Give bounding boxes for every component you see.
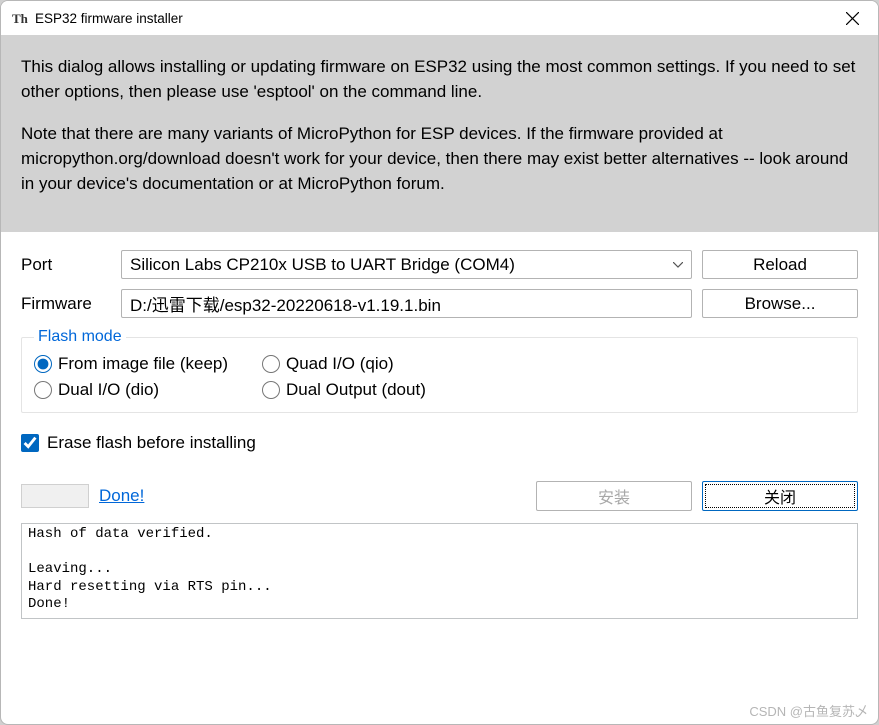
firmware-label: Firmware bbox=[21, 294, 111, 314]
flash-mode-radio-dout[interactable] bbox=[262, 381, 280, 399]
intro-paragraph-1: This dialog allows installing or updatin… bbox=[21, 55, 858, 104]
window-title: ESP32 firmware installer bbox=[35, 11, 830, 26]
firmware-path-input[interactable] bbox=[121, 289, 692, 318]
flash-mode-label: Dual I/O (dio) bbox=[58, 380, 159, 400]
log-output[interactable]: Hash of data verified. Leaving... Hard r… bbox=[21, 523, 858, 619]
erase-flash-checkbox[interactable] bbox=[21, 434, 39, 452]
flash-mode-group: Flash mode From image file (keep) Quad I… bbox=[21, 328, 858, 413]
flash-mode-option-dio[interactable]: Dual I/O (dio) bbox=[34, 380, 258, 400]
form-area: Port Silicon Labs CP210x USB to UART Bri… bbox=[1, 232, 878, 457]
flash-mode-grid: From image file (keep) Quad I/O (qio) Du… bbox=[34, 354, 845, 400]
port-select[interactable]: Silicon Labs CP210x USB to UART Bridge (… bbox=[121, 250, 692, 279]
svg-text:Th: Th bbox=[12, 11, 28, 26]
flash-mode-option-qio[interactable]: Quad I/O (qio) bbox=[262, 354, 462, 374]
port-label: Port bbox=[21, 255, 111, 275]
done-link[interactable]: Done! bbox=[99, 486, 144, 506]
action-row: Done! 安装 关闭 bbox=[1, 457, 878, 523]
flash-mode-label: Dual Output (dout) bbox=[286, 380, 426, 400]
flash-mode-radio-keep[interactable] bbox=[34, 355, 52, 373]
reload-button[interactable]: Reload bbox=[702, 250, 858, 279]
erase-flash-option[interactable]: Erase flash before installing bbox=[21, 419, 858, 457]
flash-mode-label: From image file (keep) bbox=[58, 354, 228, 374]
flash-mode-radio-qio[interactable] bbox=[262, 355, 280, 373]
close-dialog-button[interactable]: 关闭 bbox=[702, 481, 858, 511]
flash-mode-legend: Flash mode bbox=[34, 328, 126, 346]
flash-mode-label: Quad I/O (qio) bbox=[286, 354, 394, 374]
title-bar: Th ESP32 firmware installer bbox=[1, 1, 878, 35]
browse-button[interactable]: Browse... bbox=[702, 289, 858, 318]
close-icon bbox=[846, 12, 859, 25]
watermark: CSDN @古鱼复苏乄 bbox=[749, 701, 868, 720]
port-row: Port Silicon Labs CP210x USB to UART Bri… bbox=[21, 250, 858, 279]
erase-flash-label: Erase flash before installing bbox=[47, 433, 256, 453]
firmware-row: Firmware Browse... bbox=[21, 289, 858, 318]
install-button[interactable]: 安装 bbox=[536, 481, 692, 511]
close-button[interactable] bbox=[830, 2, 874, 34]
installer-window: Th ESP32 firmware installer This dialog … bbox=[0, 0, 879, 725]
progress-indicator bbox=[21, 484, 89, 508]
flash-mode-option-keep[interactable]: From image file (keep) bbox=[34, 354, 258, 374]
flash-mode-option-dout[interactable]: Dual Output (dout) bbox=[262, 380, 462, 400]
intro-panel: This dialog allows installing or updatin… bbox=[1, 35, 878, 232]
app-icon: Th bbox=[11, 9, 29, 27]
intro-paragraph-2: Note that there are many variants of Mic… bbox=[21, 122, 858, 196]
flash-mode-radio-dio[interactable] bbox=[34, 381, 52, 399]
